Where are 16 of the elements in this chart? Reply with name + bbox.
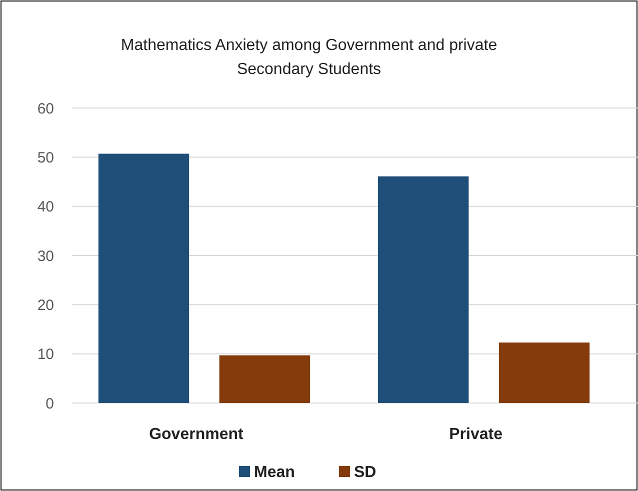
y-tick-label: 30 bbox=[37, 248, 54, 265]
x-tick-label: Government bbox=[149, 426, 244, 443]
bar bbox=[219, 355, 310, 403]
x-tick-label: Private bbox=[449, 426, 503, 443]
chart-title: Mathematics Anxiety among Government and private Secondary Students bbox=[120, 37, 498, 78]
y-tick-label: 0 bbox=[46, 395, 54, 412]
bar bbox=[98, 154, 190, 403]
bar bbox=[498, 342, 590, 403]
y-tick-label: 40 bbox=[37, 198, 54, 216]
legend-label: SD bbox=[354, 464, 376, 481]
y-tick-label: 60 bbox=[37, 100, 54, 118]
y-tick-label: 50 bbox=[37, 149, 54, 166]
y-tick-label: 20 bbox=[37, 296, 54, 314]
y-tick-label: 10 bbox=[37, 346, 54, 364]
legend-label: Mean bbox=[254, 464, 295, 481]
bar bbox=[378, 176, 469, 403]
